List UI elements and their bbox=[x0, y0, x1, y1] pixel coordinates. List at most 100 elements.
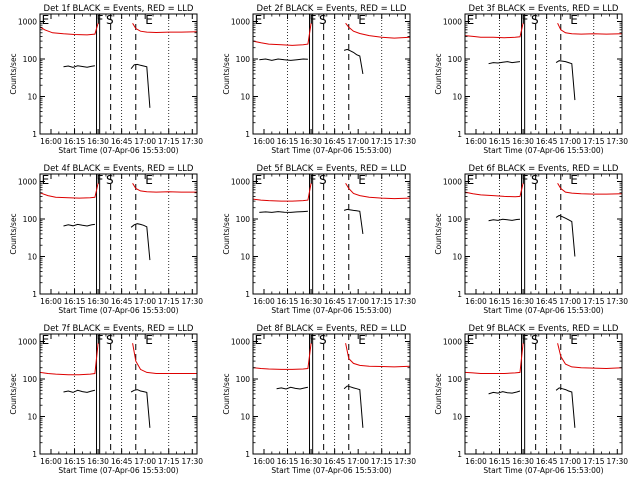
series-events-line bbox=[555, 60, 576, 101]
y-tick-label: 100 bbox=[448, 55, 463, 64]
x-tick-label: 17:00 bbox=[134, 457, 156, 466]
x-tick-label: 16:15 bbox=[64, 297, 86, 306]
series-events-line bbox=[259, 58, 308, 61]
flag-label-f: F bbox=[310, 173, 317, 187]
x-tick-label: 16:30 bbox=[512, 297, 534, 306]
flag-label-s: S bbox=[319, 13, 327, 27]
x-axis-label: Start Time (07-Apr-06 15:53:00) bbox=[58, 306, 178, 315]
x-tick-label: 17:30 bbox=[394, 137, 416, 146]
panel-title: Det 8f BLACK = Events, RED = LLD bbox=[257, 324, 407, 334]
y-tick-label: 1 bbox=[245, 130, 250, 139]
y-tick-label: 1000 bbox=[18, 338, 37, 347]
x-tick-label: 16:45 bbox=[536, 457, 558, 466]
flag-label-e: E bbox=[570, 13, 578, 27]
y-tick-label: 10 bbox=[452, 413, 462, 422]
series-events-line bbox=[343, 385, 364, 428]
flag-label-e: E bbox=[358, 173, 366, 187]
plot-frame bbox=[464, 333, 623, 455]
flag-label-e: E bbox=[145, 173, 153, 187]
flag-label-f: F bbox=[310, 13, 317, 27]
y-axis-label: Counts/sec bbox=[9, 53, 18, 94]
plot-frame bbox=[252, 333, 411, 455]
flag-label-e: E bbox=[255, 13, 263, 27]
flag-label-e: E bbox=[255, 333, 263, 347]
series-lld-line bbox=[345, 22, 411, 39]
flag-label-e: E bbox=[145, 333, 153, 347]
x-tick-label: 16:15 bbox=[489, 297, 511, 306]
x-tick-label: 16:15 bbox=[277, 297, 299, 306]
x-tick-label: 16:00 bbox=[465, 457, 487, 466]
flag-label-s: S bbox=[106, 173, 114, 187]
y-tick-label: 10 bbox=[240, 253, 250, 262]
x-tick-label: 16:00 bbox=[253, 457, 275, 466]
x-tick-label: 16:00 bbox=[465, 137, 487, 146]
x-tick-label: 16:15 bbox=[64, 137, 86, 146]
y-axis-label: Counts/sec bbox=[434, 213, 443, 254]
x-axis-label: Start Time (07-Apr-06 15:53:00) bbox=[271, 466, 391, 475]
y-tick-label: 1000 bbox=[18, 178, 37, 187]
x-tick-label: 17:15 bbox=[583, 137, 605, 146]
x-tick-label: 16:15 bbox=[489, 137, 511, 146]
x-tick-label: 16:45 bbox=[111, 457, 133, 466]
flag-label-f: F bbox=[522, 333, 529, 347]
x-tick-label: 17:15 bbox=[371, 297, 393, 306]
y-tick-label: 100 bbox=[236, 375, 251, 384]
x-tick-label: 16:45 bbox=[111, 137, 133, 146]
y-tick-label: 10 bbox=[452, 93, 462, 102]
series-events-line bbox=[63, 223, 95, 227]
x-tick-label: 17:30 bbox=[606, 137, 628, 146]
series-events-line bbox=[343, 48, 364, 74]
x-axis-label: Start Time (07-Apr-06 15:53:00) bbox=[58, 146, 178, 155]
x-tick-label: 17:00 bbox=[559, 297, 581, 306]
x-tick-label: 16:45 bbox=[536, 297, 558, 306]
x-tick-label: 16:45 bbox=[111, 297, 133, 306]
x-tick-label: 16:15 bbox=[64, 457, 86, 466]
y-tick-label: 1000 bbox=[443, 18, 462, 27]
series-events-line bbox=[488, 61, 521, 65]
y-axis-label: Counts/sec bbox=[434, 53, 443, 94]
flag-label-f: F bbox=[97, 173, 104, 187]
flag-label-e: E bbox=[358, 333, 366, 347]
series-events-line bbox=[259, 210, 308, 213]
y-tick-label: 10 bbox=[27, 253, 37, 262]
series-lld-line bbox=[252, 343, 312, 370]
x-tick-label: 16:15 bbox=[489, 457, 511, 466]
plot-frame bbox=[39, 333, 198, 455]
flag-label-e: E bbox=[42, 13, 50, 27]
x-tick-label: 17:15 bbox=[371, 137, 393, 146]
y-tick-label: 10 bbox=[27, 93, 37, 102]
plot-frame bbox=[252, 173, 411, 295]
y-tick-label: 100 bbox=[236, 55, 251, 64]
x-tick-label: 16:45 bbox=[324, 137, 346, 146]
flag-label-s: S bbox=[531, 333, 539, 347]
x-tick-label: 16:00 bbox=[465, 297, 487, 306]
flag-label-e: E bbox=[570, 333, 578, 347]
y-tick-label: 1 bbox=[245, 450, 250, 459]
series-events-line bbox=[488, 218, 521, 222]
x-axis-label: Start Time (07-Apr-06 15:53:00) bbox=[483, 466, 603, 475]
y-tick-label: 100 bbox=[23, 55, 38, 64]
y-axis-label: Counts/sec bbox=[222, 213, 231, 254]
x-tick-label: 17:15 bbox=[583, 297, 605, 306]
panel-title: Det 9f BLACK = Events, RED = LLD bbox=[469, 324, 619, 334]
flag-label-e: E bbox=[467, 173, 475, 187]
x-tick-label: 16:30 bbox=[87, 137, 109, 146]
y-tick-label: 10 bbox=[240, 413, 250, 422]
series-lld-line bbox=[39, 183, 99, 199]
panel-title: Det 5f BLACK = Events, RED = LLD bbox=[257, 164, 407, 174]
panel-title: Det 1f BLACK = Events, RED = LLD bbox=[44, 4, 194, 14]
series-lld-line bbox=[464, 343, 524, 374]
series-events-line bbox=[130, 63, 151, 108]
flag-label-e: E bbox=[145, 13, 153, 27]
x-tick-label: 16:45 bbox=[324, 297, 346, 306]
series-lld-line bbox=[557, 22, 623, 35]
y-tick-label: 1000 bbox=[443, 338, 462, 347]
flag-label-f: F bbox=[310, 333, 317, 347]
x-tick-label: 16:00 bbox=[40, 457, 62, 466]
series-events-line bbox=[130, 223, 151, 261]
